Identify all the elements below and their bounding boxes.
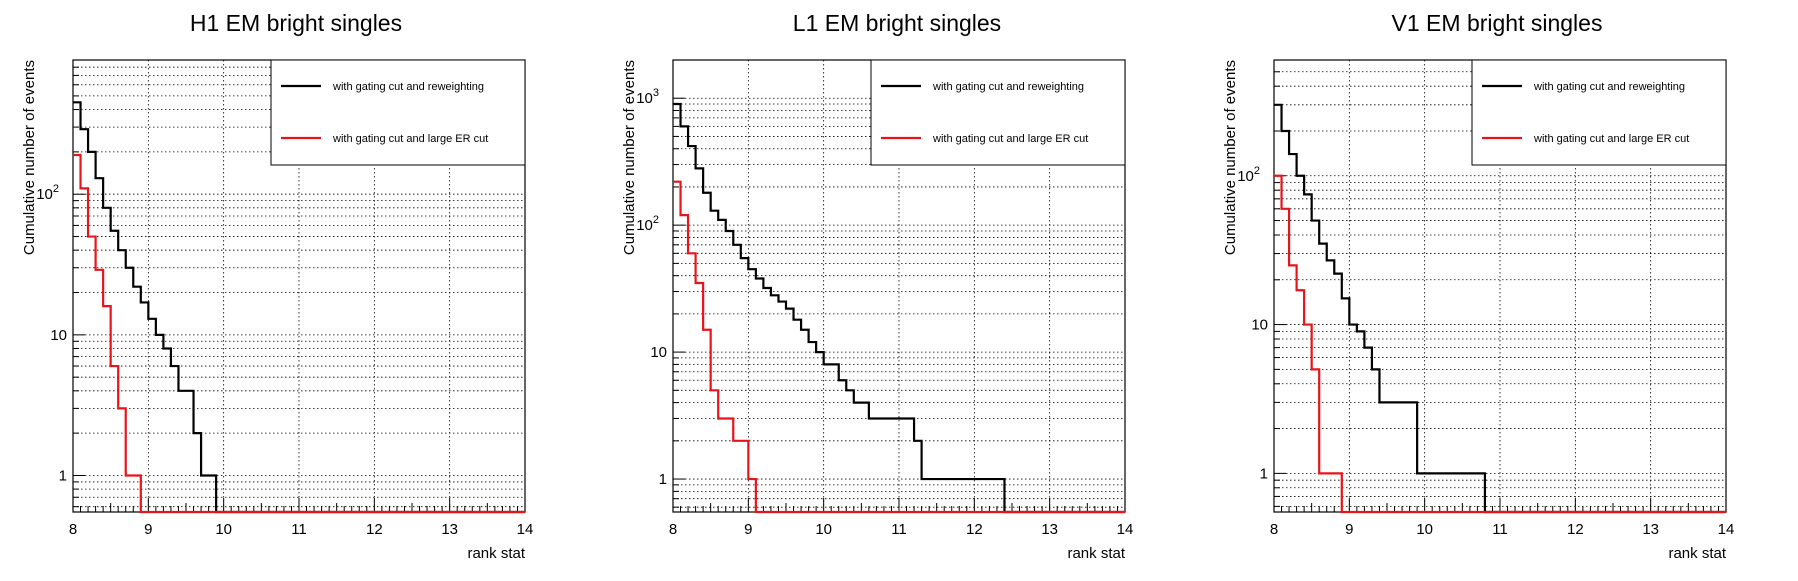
chart2-y-tick-label: 1 xyxy=(659,471,667,488)
chart1-legend: with gating cut and reweighting with gati… xyxy=(270,59,526,166)
chart3-legend-box xyxy=(1471,59,1727,166)
chart1-x-tick-label: 8 xyxy=(69,521,77,538)
chart3-x-tick-label: 8 xyxy=(1270,521,1278,538)
chart3-series-line-1 xyxy=(1274,103,1726,514)
chart3-y-tick-label: 1 xyxy=(1260,465,1268,482)
chart3-x-tick-label: 13 xyxy=(1642,521,1659,538)
chart1-legend-label-2: with gating cut and large ER cut xyxy=(332,133,488,145)
chart3-panel: 8 9 10 11 12 13 14 1 10 102 V1 EM bright singles ra… xyxy=(1222,10,1734,562)
chart1-x-tick-label: 12 xyxy=(366,521,383,538)
chart3-y-axis-label: Cumulative number of events xyxy=(1222,60,1239,255)
chart1-y-axis-label: Cumulative number of events xyxy=(21,60,38,255)
chart1-x-tick-label: 11 xyxy=(291,521,307,538)
chart1-x-tick-label: 14 xyxy=(517,521,534,538)
chart3-x-tick-label: 9 xyxy=(1345,521,1353,538)
chart3-y-tick-label: 10 xyxy=(1251,317,1268,334)
chart2-x-axis-label: rank stat xyxy=(1067,545,1125,562)
chart2-y-tick-label: 10 xyxy=(650,344,667,361)
chart1-x-tick-label: 13 xyxy=(441,521,458,538)
chart1-y-tick-label: 102 xyxy=(36,183,59,203)
chart2-y-axis-label: Cumulative number of events xyxy=(621,60,638,255)
chart2-x-tick-label: 12 xyxy=(966,521,983,538)
chart2-x-tick-label: 9 xyxy=(744,521,752,538)
chart2-title: L1 EM bright singles xyxy=(793,10,1001,36)
chart2-panel: 8 9 10 11 12 13 14 1 10 102 103 L1 EM bright single… xyxy=(621,10,1133,562)
chart1-series-line-2 xyxy=(73,153,525,514)
chart3-x-tick-label: 10 xyxy=(1416,521,1433,538)
chart3-legend: with gating cut and reweighting with gati… xyxy=(1471,59,1727,166)
chart2-x-tick-label: 8 xyxy=(669,521,677,538)
chart3-legend-label-2: with gating cut and large ER cut xyxy=(1533,133,1689,145)
chart3-x-tick-label: 14 xyxy=(1718,521,1735,538)
chart2-legend-label-2: with gating cut and large ER cut xyxy=(932,133,1088,145)
chart1-y-tick-label: 1 xyxy=(59,467,67,484)
chart1-legend-box xyxy=(270,59,526,166)
chart2-series-line-1 xyxy=(673,102,1125,514)
chart3-legend-label-1: with gating cut and reweighting xyxy=(1533,81,1685,93)
chart1-legend-label-1: with gating cut and reweighting xyxy=(332,81,484,93)
chart2-series-line-2 xyxy=(673,180,1125,514)
chart2-x-tick-label: 14 xyxy=(1117,521,1134,538)
chart1-y-tick-label: 10 xyxy=(50,327,67,344)
chart1-x-axis-label: rank stat xyxy=(467,545,525,562)
chart1-x-tick-label: 10 xyxy=(215,521,232,538)
chart2-y-tick-label: 103 xyxy=(636,87,659,107)
chart1-x-tick-label: 9 xyxy=(144,521,152,538)
chart3-title: V1 EM bright singles xyxy=(1392,10,1603,36)
chart1-series-line-1 xyxy=(73,101,525,514)
chart2-y-tick-label: 102 xyxy=(636,214,659,234)
chart3-y-tick-label: 102 xyxy=(1237,165,1260,185)
chart3-x-tick-label: 11 xyxy=(1492,521,1508,538)
chart2-x-tick-label: 13 xyxy=(1041,521,1058,538)
chart1-title: H1 EM bright singles xyxy=(190,10,402,36)
chart2-x-tick-label: 10 xyxy=(815,521,832,538)
chart2-x-tick-label: 11 xyxy=(891,521,907,538)
chart3-series-line-2 xyxy=(1274,174,1726,514)
chart3-x-axis-label: rank stat xyxy=(1668,545,1726,562)
chart1-panel: 8 9 10 11 12 13 14 1 10 102 H1 EM bright singles ra… xyxy=(21,10,533,562)
chart2-legend-box xyxy=(870,59,1126,166)
chart3-x-tick-label: 12 xyxy=(1567,521,1584,538)
chart2-legend-label-1: with gating cut and reweighting xyxy=(932,81,1084,93)
chart2-legend: with gating cut and reweighting with gati… xyxy=(870,59,1126,166)
